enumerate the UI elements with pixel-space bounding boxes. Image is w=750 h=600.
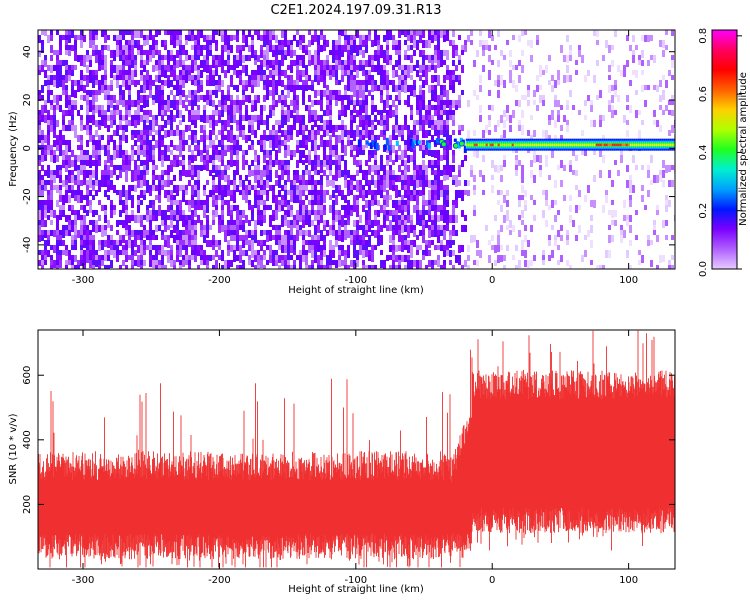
snr-x-tick-label: 100 [619, 575, 638, 586]
spectrogram-x-tick-label: -200 [208, 275, 231, 286]
snr-y-tick-label: 200 [22, 495, 33, 514]
spectrogram-signal-line [357, 137, 675, 154]
snr-trace [38, 330, 675, 568]
spectrogram-y-tick-label: 40 [22, 45, 33, 58]
snr-x-label: Height of straight line (km) [288, 584, 424, 595]
snr-frame [37, 329, 676, 570]
colorbar-tick-label: 0.6 [698, 86, 709, 102]
colorbar-tick-label: 0.4 [698, 144, 709, 160]
snr-y-tick-label: 400 [22, 430, 33, 449]
spectrogram-y-tick-label: -40 [22, 237, 33, 253]
colorbar-tick-label: 0.0 [698, 261, 709, 277]
spectrogram-y-tick-label: 0 [22, 145, 33, 151]
spectrogram-y-label: Frequency (Hz) [8, 111, 19, 187]
spectrogram-x-tick-label: -300 [72, 275, 95, 286]
snr-x-tick-label: 0 [489, 575, 495, 586]
spectrogram-x-tick-label: 0 [489, 275, 495, 286]
snr-panel: -300 -200 -100 0 100 200 400 600 Height of str… [8, 329, 676, 595]
colorbar-tick-label: 0.8 [698, 28, 709, 44]
colorbar-gradient [711, 29, 738, 270]
spectrogram-heatmap [38, 30, 675, 269]
spectrogram-y-tick-label: 20 [22, 94, 33, 107]
snr-y-tick-label: 600 [22, 366, 33, 385]
snr-x-tick-label: -100 [344, 575, 367, 586]
colorbar-tick-label: 0.2 [698, 203, 709, 219]
snr-x-tick-label: -200 [208, 575, 231, 586]
snr-y-label: SNR (10 * v/v) [8, 413, 19, 484]
spectrogram-y-tick-label: -20 [22, 188, 33, 204]
spectrogram-x-ticks: -300 -200 -100 0 100 [72, 30, 638, 286]
spectrogram-x-tick-label: 100 [619, 275, 638, 286]
figure-title: C2E1.2024.197.09.31.R13 [270, 3, 441, 18]
snr-x-ticks: -300 -200 -100 0 100 [72, 330, 638, 586]
spectrogram-frame [37, 29, 676, 270]
spectrogram-y-ticks: -40 -20 0 20 40 [22, 45, 675, 253]
snr-x-tick-label: -300 [72, 575, 95, 586]
spectrogram-x-label: Height of straight line (km) [288, 285, 424, 296]
colorbar-ticks: 0.0 0.2 0.4 0.6 0.8 [698, 28, 742, 277]
colorbar-label: Normalized spectral amplitude [738, 72, 749, 226]
spectrogram-x-tick-label: -100 [344, 275, 367, 286]
snr-y-ticks: 200 400 600 [22, 366, 675, 514]
colorbar: 0.0 0.2 0.4 0.6 0.8 Normalized spectral ampl… [698, 28, 749, 277]
